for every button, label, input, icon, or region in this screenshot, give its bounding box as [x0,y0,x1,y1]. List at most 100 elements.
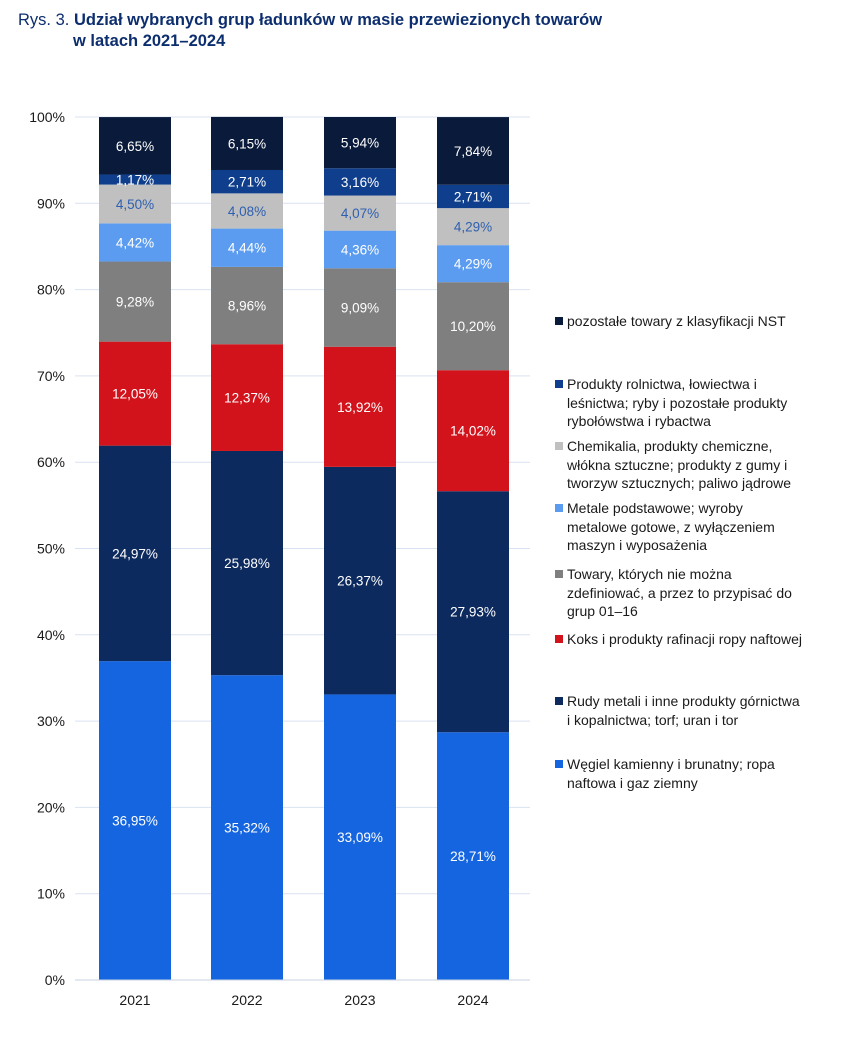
bar-segment [437,208,509,246]
y-tick-label: 80% [37,282,65,298]
data-label: 26,37% [337,574,383,589]
bar-segment [99,174,171,185]
legend-label: metalowe gotowe, z wyłączeniem [567,518,775,535]
bar-segment [437,117,509,185]
bar-segment [437,282,509,371]
bar-segment [211,169,283,194]
legend-label: Towary, których nie można [567,566,732,582]
data-label: 24,97% [112,546,158,561]
title-line-1: Udział wybranych grup ładunków w masie p… [73,11,603,29]
bar-segment [437,491,509,733]
bar-segment [211,675,283,980]
bar-segment [324,268,396,347]
bar-segment [211,228,283,267]
data-label: 2,71% [228,175,266,190]
data-label: 14,02% [450,424,496,439]
legend-label: włókna sztuczne; produkty z gumy i [567,456,788,473]
data-label: 7,84% [454,144,492,159]
data-label: 33,09% [337,830,383,845]
bar-segment [437,370,509,492]
y-tick-label: 60% [37,454,65,470]
bar-segment [324,230,396,269]
legend-label: Produkty rolnictwa, łowiectwa i [567,376,757,392]
y-tick-label: 70% [37,368,65,384]
y-tick-label: 40% [37,627,65,643]
legend-swatch [555,317,563,325]
legend-item: Chemikalia, produkty chemiczne, włókna sz… [555,437,835,493]
legend-label: grup 01–16 [567,603,638,619]
x-tick-label: 2023 [344,992,375,1008]
y-tick-label: 90% [37,195,65,211]
legend-item: Produkty rolnictwa, łowiectwa i leśnictwa… [555,375,835,431]
data-label: 4,50% [116,197,154,212]
title-line-2: w latach 2021–2024 [73,32,226,50]
legend-item: Rudy metali i inne produkty górnictwa i k… [555,692,835,729]
data-label: 3,16% [341,175,379,190]
data-label: 6,65% [116,139,154,154]
bar-segment [99,445,171,662]
data-label: 12,05% [112,387,158,402]
legend-item: Towary, których nie można zdefiniować, a … [555,565,835,621]
y-tick-label: 30% [37,713,65,729]
legend-label: pozostałe towary z klasyfikacji NST [567,313,786,329]
legend-item: Metale podstawowe; wyroby metalowe gotowe… [555,499,835,555]
bar-segment [99,661,171,980]
legend-swatch [555,442,563,450]
bar-segment [324,195,396,231]
data-label: 6,15% [228,136,266,151]
legend-label: maszyn i wyposażenia [567,537,708,553]
data-label: 1,17% [116,173,154,188]
data-label: 25,98% [224,556,270,571]
data-label: 36,95% [112,814,158,829]
y-tick-label: 50% [37,541,65,557]
bar-segment [99,184,171,224]
x-tick-label: 2024 [457,992,488,1008]
bar-segment [324,346,396,467]
bar-segment [99,261,171,342]
bar-segment [99,341,171,446]
y-tick-label: 100% [29,109,65,125]
bar-segment [211,450,283,676]
data-label: 8,96% [228,299,266,314]
legend-label: Węgiel kamienny i brunatny; ropa [567,756,775,772]
data-label: 4,07% [341,206,379,221]
legend-label: rybołówstwa i rybactwa [567,413,711,429]
bar-segment [437,732,509,980]
legend-label: Metale podstawowe; wyroby [567,500,743,516]
bar-segment [324,117,396,169]
data-label: 9,09% [341,301,379,316]
data-label: 9,28% [116,295,154,310]
legend-item: Koks i produkty rafinacji ropy naftowej [555,630,835,649]
legend-label: naftowa i gaz ziemny [567,774,698,791]
data-label: 4,42% [116,235,154,250]
bar-segment [211,193,283,229]
legend-label: i kopalnictwa; torf; uran i tor [567,711,739,728]
data-label: 27,93% [450,605,496,620]
data-label: 10,20% [450,319,496,334]
legend-swatch [555,697,563,705]
bar-segment [99,223,171,262]
x-tick-label: 2021 [119,992,150,1008]
data-label: 4,29% [454,220,492,235]
bar-segment [324,466,396,695]
legend-label: Koks i produkty rafinacji ropy naftowej [567,631,802,647]
legend-label: zdefiniować, a przez to przypisać do [567,584,792,601]
figure-number: Rys. 3. [18,11,70,29]
data-label: 5,94% [341,136,379,151]
legend-label: Rudy metali i inne produkty górnictwa [567,693,800,709]
data-label: 4,44% [228,241,266,256]
data-label: 2,71% [454,189,492,204]
legend-swatch [555,760,563,768]
legend-swatch [555,570,563,578]
data-label: 28,71% [450,849,496,864]
legend-item: Węgiel kamienny i brunatny; ropa naftowa … [555,755,835,792]
legend-label: Chemikalia, produkty chemiczne, [567,438,773,454]
data-label: 4,36% [341,242,379,257]
data-label: 4,08% [228,204,266,219]
legend-label: tworzyw sztucznych; paliwo jądrowe [567,475,792,491]
legend-item: pozostałe towary z klasyfikacji NST [555,312,835,331]
x-tick-label: 2022 [231,992,262,1008]
bar-segment [211,266,283,345]
legend-label: leśnictwa; ryby i pozostałe produkty [567,394,788,411]
